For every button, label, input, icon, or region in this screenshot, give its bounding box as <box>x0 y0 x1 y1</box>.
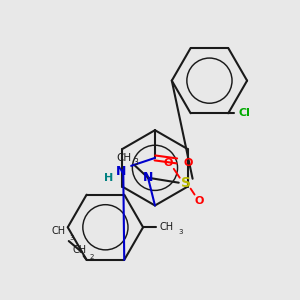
Text: N: N <box>143 171 153 184</box>
Text: CH: CH <box>52 226 66 236</box>
Text: 3: 3 <box>134 158 139 167</box>
Text: O: O <box>195 196 204 206</box>
Text: 3: 3 <box>178 229 183 235</box>
Text: Cl: Cl <box>238 108 250 118</box>
Text: 3: 3 <box>70 235 74 241</box>
Text: O: O <box>184 158 193 168</box>
Text: CH: CH <box>73 245 87 255</box>
Text: O: O <box>163 158 172 168</box>
Text: N: N <box>116 165 127 178</box>
Text: H: H <box>104 173 113 183</box>
Text: S: S <box>181 176 191 190</box>
Text: CH: CH <box>117 153 132 163</box>
Text: 2: 2 <box>89 254 94 260</box>
Text: CH: CH <box>160 222 174 232</box>
